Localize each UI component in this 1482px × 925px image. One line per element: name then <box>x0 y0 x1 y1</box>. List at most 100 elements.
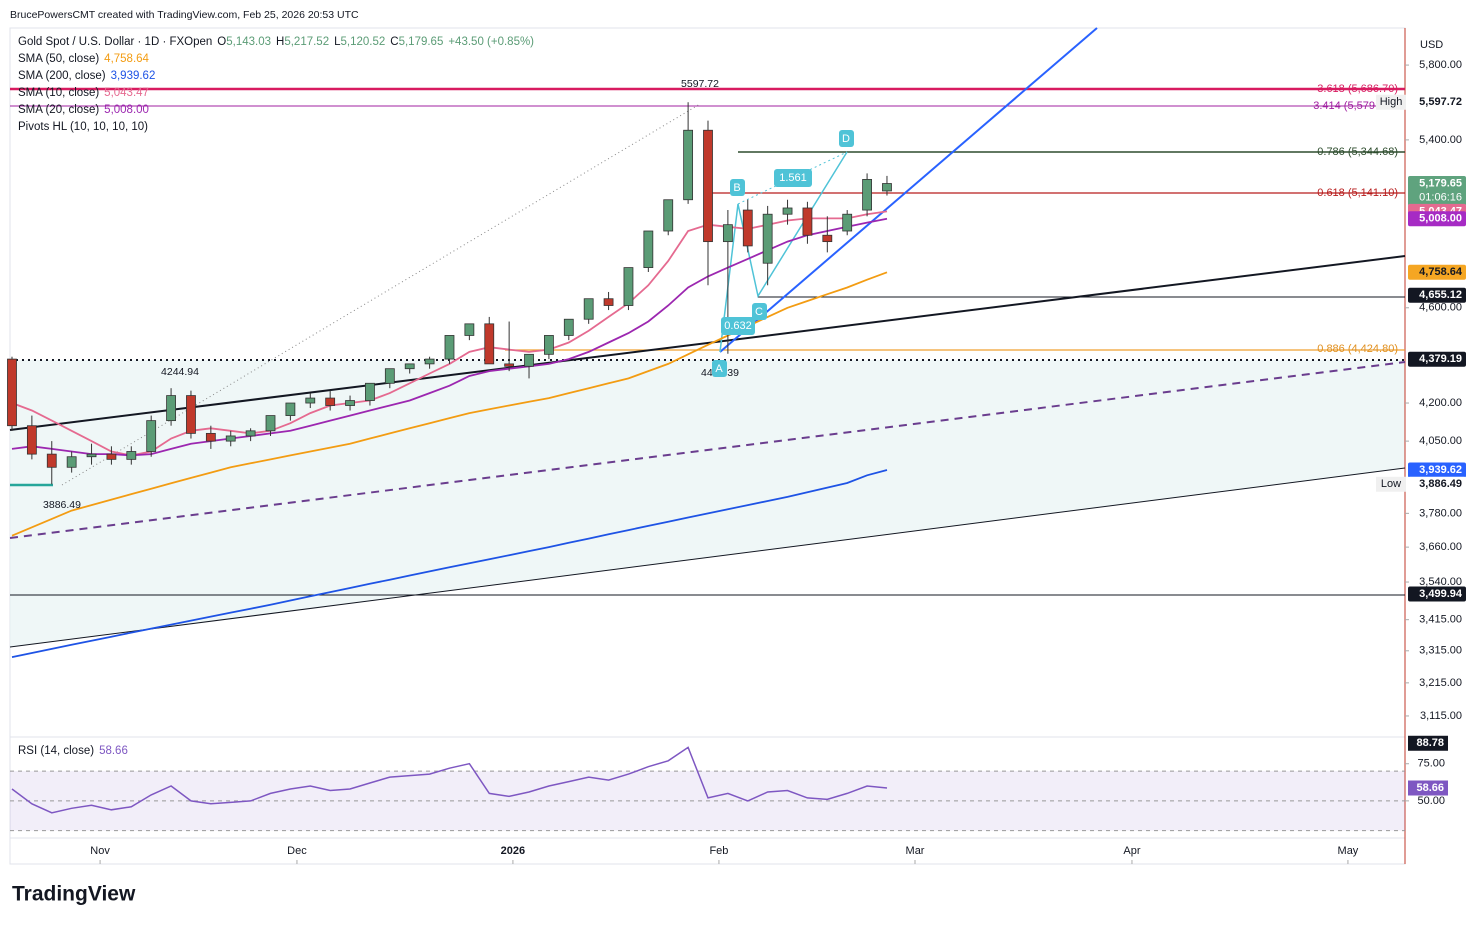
ratio-box <box>774 169 812 187</box>
symbol: Gold Spot / U.S. Dollar · 1D · FXOpen <box>18 36 212 48</box>
point-box <box>730 179 745 196</box>
price-tag <box>1408 94 1466 110</box>
rsi-name: RSI (14, close) <box>18 745 94 757</box>
fib-label: 0.886 (4,424.80) <box>1317 343 1398 355</box>
candle-body <box>683 129 694 201</box>
indicator-name: SMA (50, close) <box>18 53 99 65</box>
ohlc-label: O <box>217 36 226 48</box>
candle-body <box>86 453 97 458</box>
y-tick-label: 5,400.00 <box>1419 134 1462 146</box>
note-box <box>1376 94 1406 110</box>
candle-body <box>444 335 455 360</box>
price-tag-label: 5,179.65 <box>1419 177 1462 189</box>
x-tick-label: Dec <box>287 845 307 857</box>
indicator: SMA (10, close) 5,043.47 <box>18 87 149 99</box>
price-tag-label: 4,655.12 <box>1419 289 1462 301</box>
symbol: Gold Spot / U.S. Dollar · 1D · FXOpen O5,… <box>18 36 534 48</box>
candle-body <box>265 415 276 432</box>
ohlc-value: 5,217.52 <box>284 36 329 48</box>
candle-body <box>46 453 57 468</box>
indicator-name: SMA (20, close) <box>18 104 99 116</box>
candle-body <box>365 382 375 401</box>
y-tick-label: 4,200.00 <box>1419 397 1462 409</box>
candle-body <box>205 432 216 442</box>
candle-body <box>384 368 395 384</box>
candle-body <box>26 425 37 455</box>
candle-body <box>603 298 614 306</box>
price-tag-label: 5,597.72 <box>1419 96 1462 108</box>
candle-body <box>345 400 355 406</box>
candle-body <box>186 395 196 434</box>
price-tag-label: 4,758.64 <box>1419 266 1463 278</box>
indicator-value: 5,008.00 <box>104 104 149 116</box>
note-box <box>1376 476 1406 492</box>
ratio-box <box>721 317 755 335</box>
candle-body <box>424 358 435 365</box>
annotations: 5597.72 4244.94 3886.49 4402.39 1.561 0.… <box>43 78 1398 511</box>
logo: TradingView <box>12 883 136 906</box>
ratio: 1.561 <box>779 172 807 184</box>
candle-body <box>225 435 236 442</box>
y-tick-label: 4,600.00 <box>1419 302 1462 314</box>
indicator: SMA (20, close) 5,008.00 <box>18 104 149 116</box>
x-tick-label: Nov <box>90 845 110 857</box>
candle-body <box>842 213 853 232</box>
ohlc-value: 5,143.03 <box>226 36 271 48</box>
fib-label: 3.414 (5,579 <box>1313 100 1375 112</box>
candle-body <box>742 209 753 247</box>
y-tick-label: 3,215.00 <box>1419 677 1462 689</box>
pivots: Pivots HL (10, 10, 10, 10) <box>18 121 148 133</box>
indicator-name: SMA (10, close) <box>18 87 99 99</box>
candle-body <box>7 358 17 427</box>
candle-body <box>66 456 77 468</box>
ratio: 0.632 <box>724 320 752 332</box>
candle-body <box>762 213 773 264</box>
candle-body <box>106 453 117 460</box>
candle-body <box>822 234 833 243</box>
point-box <box>752 303 767 320</box>
ohlc-label: C <box>390 36 398 48</box>
candle-body <box>802 207 813 236</box>
ohlc-label: L <box>334 36 341 48</box>
point: D <box>842 133 850 145</box>
y-tick-label: 5,800.00 <box>1419 59 1462 71</box>
price-tag <box>1408 211 1466 227</box>
shaded-zone <box>10 360 1405 647</box>
point: A <box>715 363 723 375</box>
x-tick-label: 2026 <box>501 845 525 857</box>
x-tick-label: Feb <box>709 845 728 857</box>
y-tick-label: 3,315.00 <box>1419 645 1462 657</box>
rsi-value: 58.66 <box>99 745 128 757</box>
ohlc-value: 5,120.52 <box>341 36 386 48</box>
candle-body <box>404 363 415 370</box>
indicator-value: 4,758.64 <box>104 53 149 65</box>
rsi-tag <box>1408 780 1448 796</box>
trend-line <box>9 255 1406 431</box>
rsi-tag-label: 58.66 <box>1416 782 1444 794</box>
point-box <box>839 130 854 147</box>
fib-label: 0.618 (5,141.10) <box>1317 187 1398 199</box>
candle-body <box>245 430 256 437</box>
candle-body <box>782 207 793 215</box>
price-tag-label: 3,939.62 <box>1419 464 1462 476</box>
candle-body <box>504 363 515 367</box>
price-tag-label: 3,499.94 <box>1419 588 1463 600</box>
price-tag <box>1408 462 1466 478</box>
candle-body <box>305 397 316 404</box>
candle-body <box>325 397 336 406</box>
price-tag-label: 3,886.49 <box>1419 478 1462 490</box>
annotation: 4244.94 <box>161 366 199 378</box>
drawings <box>9 27 1406 648</box>
annotation: 5597.72 <box>681 78 719 90</box>
price-tag <box>1408 287 1466 303</box>
candle-body <box>623 267 634 306</box>
rsi-legend: RSI (14, close) 58.66 <box>18 745 128 757</box>
candle-body <box>583 298 594 320</box>
price-tag <box>1408 176 1466 207</box>
x-tick-label: Mar <box>906 845 925 857</box>
fib-label: 0.786 (5,344.68) <box>1317 146 1398 158</box>
credit: BrucePowersCMT created with TradingView.… <box>10 9 359 21</box>
y-tick-label: 3,115.00 <box>1420 710 1462 722</box>
line-series <box>11 217 888 457</box>
